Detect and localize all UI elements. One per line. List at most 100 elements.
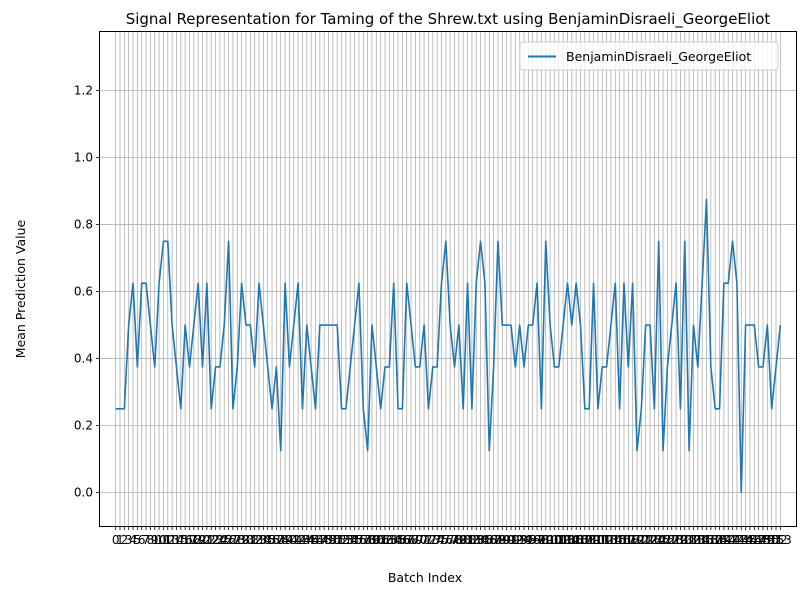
x-tick-label: 7 — [142, 533, 150, 547]
x-tick-label: 71 — [416, 533, 431, 547]
x-tick-label: 58 — [360, 533, 375, 547]
x-tick-label: 13 — [164, 533, 179, 547]
x-tick-label: 49 — [321, 533, 336, 547]
x-tick-label: 52 — [334, 533, 349, 547]
x-tick-label: 34 — [256, 533, 271, 547]
x-tick-label: 29 — [234, 533, 249, 547]
x-tick-label: 4 — [129, 533, 137, 547]
y-tick-label: 0.8 — [74, 218, 93, 232]
x-tick-label: 153 — [769, 533, 792, 547]
x-tick-label: 104 — [556, 533, 579, 547]
x-tick-label: 85 — [477, 533, 492, 547]
x-tick-label: 117 — [613, 533, 636, 547]
x-tick-label: 122 — [634, 533, 657, 547]
x-tick-label: 45 — [304, 533, 319, 547]
x-tick-label: 39 — [277, 533, 292, 547]
x-tick-label: 62 — [377, 533, 392, 547]
x-tick-label: 111 — [586, 533, 609, 547]
x-tick-label: 20 — [195, 533, 210, 547]
x-tick-label: 79 — [451, 533, 466, 547]
y-axis-label: Mean Prediction Value — [13, 219, 28, 358]
x-tick-label: 61 — [373, 533, 388, 547]
x-tick-label: 114 — [599, 533, 622, 547]
legend: BenjaminDisraeli_GeorgeEliot — [519, 41, 779, 71]
x-tick-label: 116 — [608, 533, 631, 547]
chart-title: Signal Representation for Taming of the … — [126, 10, 771, 29]
x-tick-label: 42 — [290, 533, 305, 547]
x-tick-label: 113 — [595, 533, 618, 547]
x-tick-label: 1 — [116, 533, 124, 547]
y-tick-label: 0.2 — [74, 419, 93, 433]
x-tick-label: 15 — [173, 533, 188, 547]
x-tick-label: 50 — [325, 533, 340, 547]
x-tick-label: 133 — [682, 533, 705, 547]
x-tick-label: 60 — [369, 533, 384, 547]
x-tick-label: 73 — [425, 533, 440, 547]
x-tick-label: 102 — [547, 533, 570, 547]
x-tick-label: 139 — [708, 533, 731, 547]
x-tick-label: 18 — [186, 533, 201, 547]
x-tick-label: 22 — [204, 533, 219, 547]
x-tick-label: 40 — [282, 533, 297, 547]
x-tick-label: 95 — [521, 533, 536, 547]
x-tick-label: 121 — [630, 533, 653, 547]
x-tick-label: 84 — [473, 533, 488, 547]
x-tick-label: 35 — [260, 533, 275, 547]
x-tick-label: 26 — [221, 533, 236, 547]
series-line — [115, 198, 782, 494]
x-tick-label: 152 — [765, 533, 788, 547]
x-tick-label: 28 — [230, 533, 245, 547]
x-tick-label: 112 — [591, 533, 614, 547]
x-tick-label: 33 — [251, 533, 266, 547]
x-tick-label: 36 — [264, 533, 279, 547]
x-tick-label: 77 — [443, 533, 458, 547]
x-tick-label: 70 — [412, 533, 427, 547]
x-tick-label: 17 — [182, 533, 197, 547]
x-tick-label: 108 — [573, 533, 596, 547]
x-tick-label: 47 — [312, 533, 327, 547]
x-tick-label: 21 — [199, 533, 214, 547]
x-tick-label: 25 — [217, 533, 232, 547]
x-tick-label: 120 — [626, 533, 649, 547]
x-tick-label: 10 — [151, 533, 166, 547]
x-tick-label: 11 — [156, 533, 171, 547]
x-tick-label: 126 — [652, 533, 675, 547]
x-tick-label: 106 — [565, 533, 588, 547]
x-tick-label: 48 — [317, 533, 332, 547]
x-tick-label: 55 — [347, 533, 362, 547]
x-tick-label: 66 — [395, 533, 410, 547]
x-tick-label: 67 — [399, 533, 414, 547]
x-tick-label: 65 — [390, 533, 405, 547]
x-tick-label: 137 — [699, 533, 722, 547]
x-tick-label: 123 — [639, 533, 662, 547]
x-tick-label: 64 — [386, 533, 401, 547]
x-tick-label: 51 — [330, 533, 345, 547]
x-tick-label: 96 — [525, 533, 540, 547]
x-tick-label: 53 — [338, 533, 353, 547]
x-tick-label: 80 — [456, 533, 471, 547]
x-tick-label: 44 — [299, 533, 314, 547]
x-tick-label: 76 — [438, 533, 453, 547]
x-tick-label: 127 — [656, 533, 679, 547]
x-tick-label: 74 — [429, 533, 444, 547]
x-tick-label: 57 — [356, 533, 371, 547]
plot-frame — [99, 31, 797, 527]
x-tick-label: 32 — [247, 533, 262, 547]
x-tick-label: 97 — [529, 533, 544, 547]
x-tick-label: 3 — [125, 533, 133, 547]
x-tick-label: 81 — [460, 533, 475, 547]
x-tick-label: 0 — [112, 533, 120, 547]
x-tick-label: 131 — [673, 533, 696, 547]
x-tick-label: 9 — [151, 533, 159, 547]
legend-label: BenjaminDisraeli_GeorgeEliot — [566, 49, 751, 64]
x-tick-label: 119 — [621, 533, 644, 547]
x-tick-label: 145 — [734, 533, 757, 547]
x-axis-label: Batch Index — [388, 570, 462, 585]
y-tick-label: 1.0 — [74, 151, 93, 165]
x-tick-label: 141 — [717, 533, 740, 547]
x-tick-label: 100 — [539, 533, 562, 547]
x-tick-label: 19 — [191, 533, 206, 547]
x-tick-label: 135 — [691, 533, 714, 547]
x-tick-label: 12 — [160, 533, 175, 547]
